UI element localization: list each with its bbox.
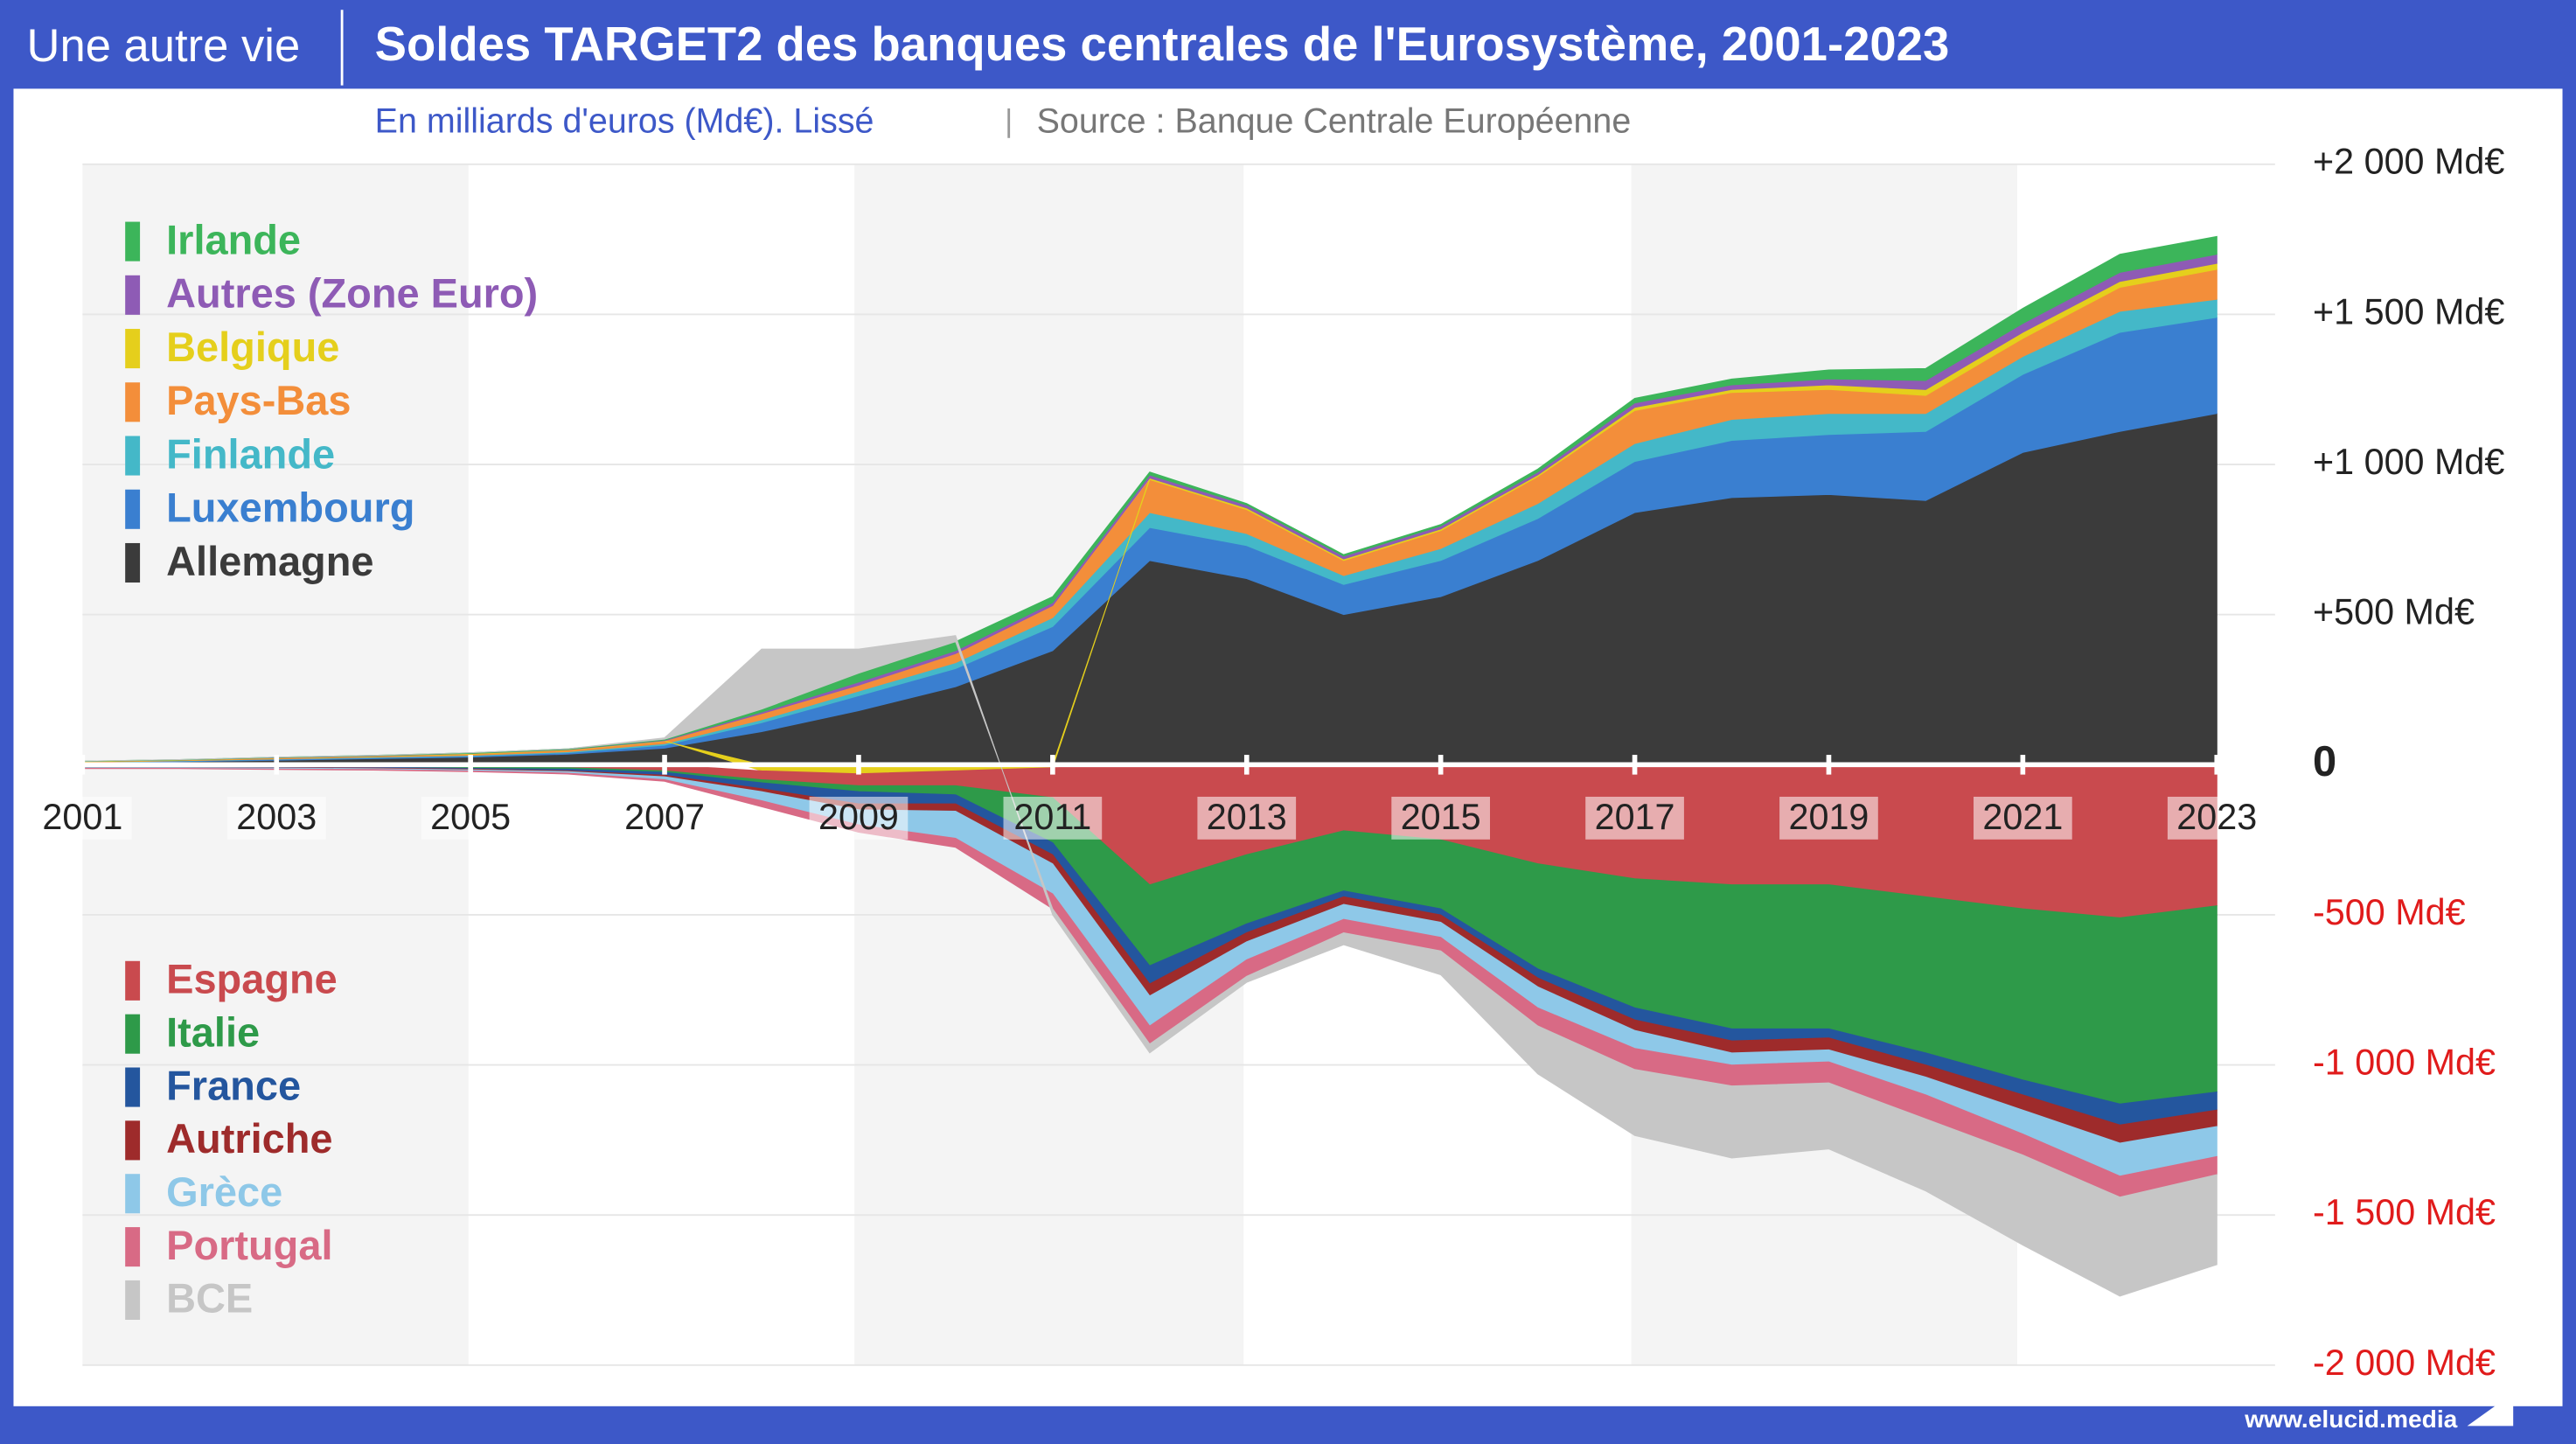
source: Source : Banque Centrale Européenne xyxy=(1037,101,1632,140)
legend-swatch xyxy=(125,436,141,476)
legend-label: Irlande xyxy=(166,216,301,262)
legend-label: Grèce xyxy=(166,1168,282,1215)
legend-label: Autriche xyxy=(166,1115,332,1161)
x-tick-label-bg xyxy=(421,796,520,840)
x-tick-label: 2005 xyxy=(430,797,511,837)
y-tick-label: +1 500 Md€ xyxy=(2313,291,2504,331)
legend-label: Allemagne xyxy=(166,538,373,584)
y-tick-label: +2 000 Md€ xyxy=(2313,142,2504,182)
chart-title: Soldes TARGET2 des banques centrales de … xyxy=(375,17,1950,71)
x-tick-label-bg xyxy=(33,796,132,840)
y-tick-label: -2 000 Md€ xyxy=(2313,1343,2496,1383)
legend-label: Espagne xyxy=(166,956,338,1002)
legend-label: Pays-Bas xyxy=(166,377,351,423)
legend-label: Finlande xyxy=(166,430,335,477)
legend-swatch xyxy=(125,1280,141,1321)
x-tick-label: 2017 xyxy=(1595,797,1675,837)
legend-label: BCE xyxy=(166,1275,253,1322)
legend-swatch xyxy=(125,329,141,369)
x-tick-label: 2001 xyxy=(42,797,122,837)
legend-swatch xyxy=(125,1227,141,1267)
y-tick-label: -1 500 Md€ xyxy=(2313,1192,2496,1232)
x-tick-label-bg xyxy=(1974,796,2072,840)
legend-label: Belgique xyxy=(166,324,339,370)
y-tick-label: 0 xyxy=(2313,738,2336,785)
legend-swatch xyxy=(125,1120,141,1161)
legend-swatch xyxy=(125,275,141,315)
legend-swatch xyxy=(125,382,141,422)
x-tick-label-bg xyxy=(2167,796,2266,840)
legend-label: Portugal xyxy=(166,1222,332,1268)
x-tick-label: 2011 xyxy=(1013,797,1091,837)
x-tick-label-bg xyxy=(1003,796,1103,840)
x-tick-label: 2003 xyxy=(236,797,317,837)
legend-swatch xyxy=(125,1067,141,1107)
legend-label: France xyxy=(166,1062,301,1108)
x-tick-label: 2009 xyxy=(818,797,899,837)
legend-swatch xyxy=(125,1174,141,1214)
website: www.elucid.media xyxy=(2244,1405,2457,1433)
x-tick-label: 2019 xyxy=(1789,797,1869,837)
area xyxy=(82,635,2217,1297)
x-tick-label: 2015 xyxy=(1401,797,1481,837)
x-tick-label: 2013 xyxy=(1207,797,1287,837)
y-tick-label: -500 Md€ xyxy=(2313,892,2466,932)
subtitle: En milliards d'euros (Md€). Lissé xyxy=(375,101,874,140)
y-tick-label: +500 Md€ xyxy=(2313,592,2475,632)
x-tick-label: 2007 xyxy=(624,797,705,837)
brand: Une autre vie xyxy=(26,20,300,72)
legend-label: Autres (Zone Euro) xyxy=(166,270,538,317)
x-tick-label-bg xyxy=(1391,796,1491,840)
x-tick-label-bg xyxy=(615,796,714,840)
legend-label: Italie xyxy=(166,1008,260,1055)
x-tick-label-bg xyxy=(226,796,326,840)
y-tick-label: +1 000 Md€ xyxy=(2313,442,2504,482)
x-tick-label-bg xyxy=(809,796,909,840)
legend-swatch xyxy=(125,542,141,583)
x-tick-label-bg xyxy=(1197,796,1297,840)
legend-swatch xyxy=(125,489,141,529)
x-tick-label: 2023 xyxy=(2176,797,2257,837)
legend-swatch xyxy=(125,960,141,1001)
legend-swatch xyxy=(125,221,141,262)
y-tick-label: -1 000 Md€ xyxy=(2313,1043,2496,1083)
x-tick-label: 2021 xyxy=(1982,797,2063,837)
legend-label: Luxembourg xyxy=(166,485,414,531)
legend-swatch xyxy=(125,1014,141,1054)
x-tick-label-bg xyxy=(1585,796,1684,840)
x-tick-label-bg xyxy=(1779,796,1878,840)
